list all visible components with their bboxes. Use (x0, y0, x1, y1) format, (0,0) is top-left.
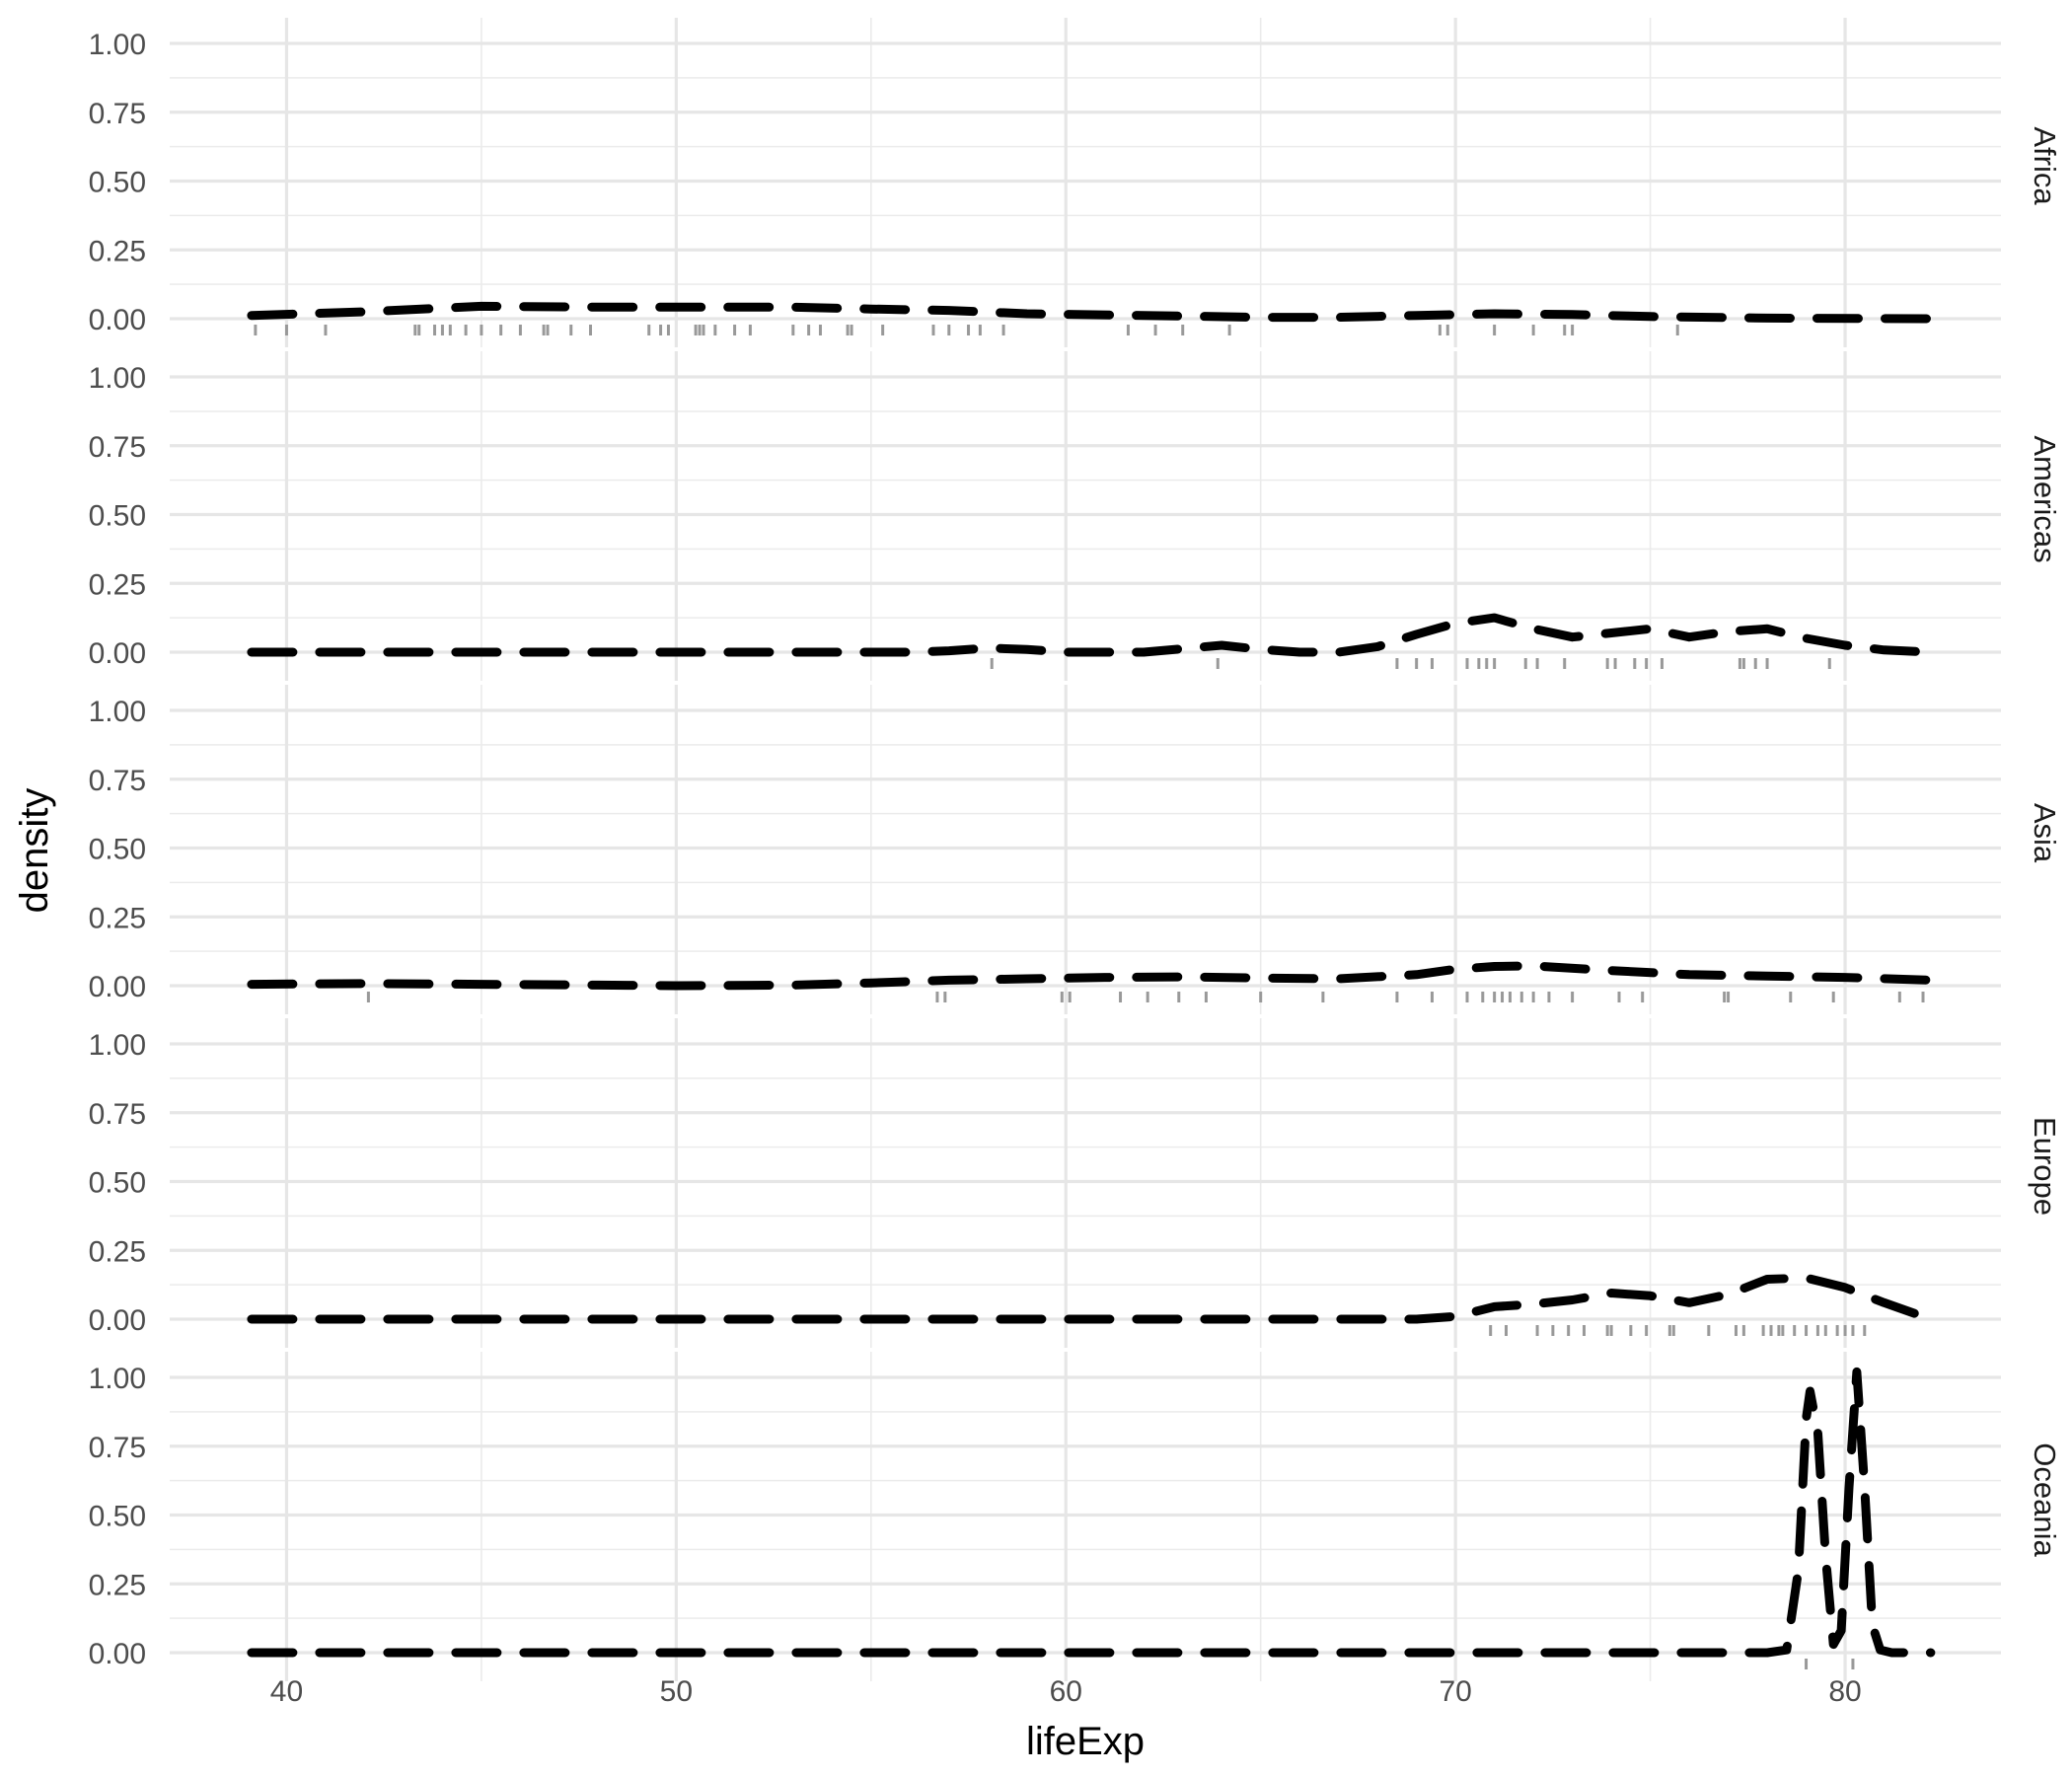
density-line-asia (247, 961, 1936, 991)
x-tick-label: 60 (1050, 1675, 1082, 1708)
x-axis-title: lifeExp (1026, 1720, 1145, 1763)
density-line-africa (247, 301, 1936, 324)
y-axis-title: density (13, 788, 56, 914)
y-tick-label: 0.75 (89, 1098, 146, 1131)
y-tick-label: 0.00 (89, 1638, 146, 1670)
y-tick-label: 0.75 (89, 1432, 146, 1464)
y-tick-label: 1.00 (89, 1363, 146, 1395)
y-tick-label: 0.00 (89, 304, 146, 336)
x-axis: 40 50 60 70 80 (270, 1675, 1862, 1708)
y-tick-label: 0.25 (89, 902, 146, 934)
facet-label-asia: Asia (2028, 803, 2062, 863)
facet-panel-asia: 0.00 0.25 0.50 0.75 1.00 Asia (89, 685, 2062, 1014)
y-tick-label: 0.50 (89, 500, 146, 533)
y-tick-label: 0.75 (89, 431, 146, 464)
y-tick-label: 0.75 (89, 98, 146, 130)
y-tick-label: 0.50 (89, 1501, 146, 1533)
x-tick-label: 50 (660, 1675, 693, 1708)
y-tick-label: 0.25 (89, 568, 146, 601)
y-tick-label: 0.50 (89, 1167, 146, 1200)
y-tick-label: 0.50 (89, 167, 146, 199)
facet-label-oceania: Oceania (2028, 1443, 2062, 1557)
facet-label-americas: Americas (2028, 435, 2062, 562)
facet-label-africa: Africa (2028, 126, 2062, 205)
facet-panels: 0.000.250.500.751.00Africa0.000.250.500.… (89, 18, 2062, 1681)
density-line-oceania (247, 1367, 1936, 1658)
y-tick-label: 0.25 (89, 1235, 146, 1268)
x-tick-label: 40 (270, 1675, 303, 1708)
facet-panel-europe: 0.00 0.25 0.50 0.75 1.00 Europe (89, 1018, 2062, 1348)
x-tick-label: 80 (1828, 1675, 1861, 1708)
y-tick-label: 0.25 (89, 235, 146, 267)
density-line-americas (247, 613, 1936, 657)
y-tick-label: 1.00 (89, 1029, 146, 1062)
y-tick-label: 0.25 (89, 1569, 146, 1601)
facet-panel-oceania: 0.00 0.25 0.50 0.75 1.00 Oceania (89, 1352, 2062, 1681)
facet-panel-africa: 0.00 0.25 0.50 0.75 1.00 Africa (89, 18, 2062, 347)
y-tick-label: 0.00 (89, 1304, 146, 1337)
x-tick-label: 70 (1439, 1675, 1471, 1708)
y-tick-label: 1.00 (89, 362, 146, 395)
y-tick-label: 0.50 (89, 834, 146, 866)
y-tick-label: 1.00 (89, 696, 146, 728)
y-tick-label: 0.75 (89, 765, 146, 797)
y-tick-label: 0.00 (89, 637, 146, 670)
y-tick-label: 1.00 (89, 29, 146, 61)
y-tick-label: 0.00 (89, 971, 146, 1003)
facet-label-europe: Europe (2028, 1117, 2062, 1216)
density-line-europe (247, 1273, 1936, 1324)
facet-panel-americas: 0.00 0.25 0.50 0.75 1.00 Americas (89, 351, 2062, 681)
